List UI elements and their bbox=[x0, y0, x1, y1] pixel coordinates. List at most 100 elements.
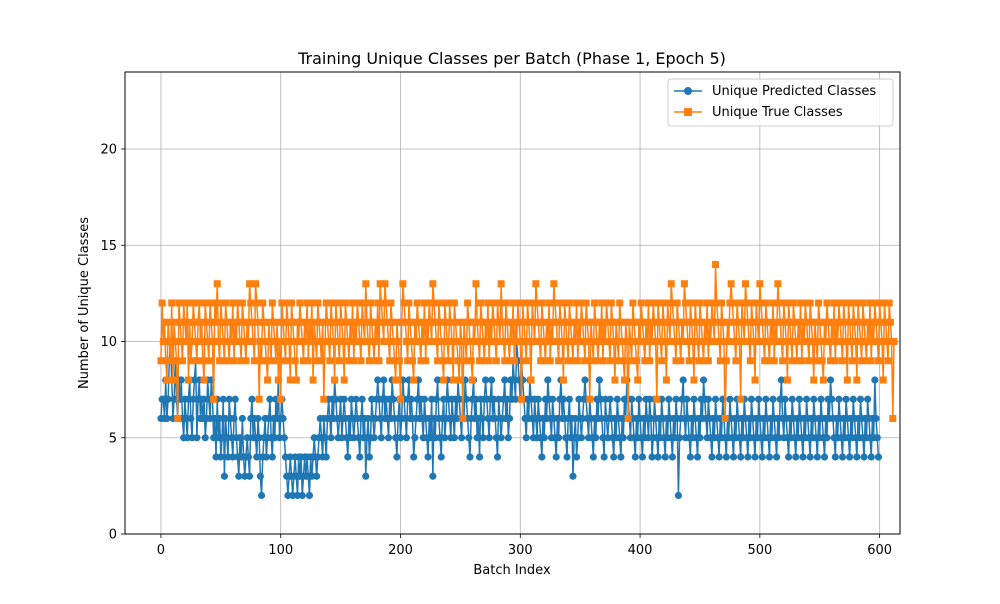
data-point bbox=[347, 338, 355, 345]
data-point bbox=[261, 338, 269, 345]
data-point bbox=[273, 318, 281, 326]
data-point bbox=[795, 338, 803, 345]
data-point bbox=[454, 357, 462, 365]
data-point bbox=[652, 338, 660, 345]
data-point bbox=[367, 299, 375, 307]
data-point bbox=[558, 338, 566, 345]
data-point bbox=[835, 395, 843, 403]
data-point bbox=[695, 357, 703, 365]
data-point bbox=[641, 357, 649, 365]
data-point bbox=[310, 318, 318, 326]
y-axis-ticks: 0 5 10 15 20 bbox=[100, 143, 125, 543]
data-point bbox=[266, 338, 274, 345]
data-point bbox=[661, 338, 669, 345]
data-point bbox=[505, 414, 514, 423]
data-point bbox=[370, 357, 378, 365]
data-point bbox=[792, 338, 800, 345]
data-point bbox=[213, 280, 221, 288]
data-point bbox=[511, 318, 519, 326]
data-point bbox=[225, 357, 233, 365]
data-point bbox=[574, 357, 582, 365]
data-point bbox=[193, 434, 201, 442]
data-point bbox=[592, 318, 600, 326]
data-point bbox=[549, 395, 557, 403]
data-point bbox=[815, 299, 823, 307]
data-point bbox=[792, 453, 800, 461]
data-point bbox=[762, 395, 770, 403]
data-point bbox=[678, 318, 686, 326]
data-point bbox=[362, 280, 370, 288]
data-point bbox=[292, 376, 300, 384]
data-point bbox=[484, 299, 492, 307]
data-point bbox=[884, 357, 892, 365]
data-point bbox=[561, 299, 569, 307]
data-point bbox=[449, 376, 457, 384]
data-point bbox=[828, 395, 836, 403]
data-point bbox=[849, 395, 857, 403]
data-point bbox=[482, 318, 490, 326]
data-point bbox=[798, 357, 806, 365]
data-point bbox=[481, 376, 490, 384]
data-point bbox=[236, 338, 244, 345]
data-point bbox=[836, 318, 844, 326]
data-point bbox=[738, 299, 746, 307]
data-point bbox=[726, 395, 734, 403]
x-tick-label: 100 bbox=[268, 543, 293, 558]
data-point bbox=[500, 338, 508, 345]
data-point bbox=[204, 338, 212, 345]
data-point bbox=[297, 318, 305, 326]
data-point bbox=[352, 338, 360, 345]
data-point bbox=[715, 338, 723, 345]
data-point bbox=[825, 338, 833, 345]
data-point bbox=[664, 299, 672, 307]
data-point bbox=[882, 318, 890, 326]
data-point bbox=[739, 318, 747, 326]
data-point bbox=[846, 318, 854, 326]
data-point bbox=[761, 357, 769, 365]
data-point bbox=[535, 338, 543, 345]
data-point bbox=[720, 338, 728, 345]
y-tick-label: 5 bbox=[109, 431, 117, 446]
data-point bbox=[434, 357, 442, 365]
data-point bbox=[417, 357, 425, 365]
data-point bbox=[503, 318, 511, 326]
data-point bbox=[464, 299, 472, 307]
data-point bbox=[192, 338, 200, 345]
data-point bbox=[332, 299, 340, 307]
data-point bbox=[486, 318, 494, 326]
data-point bbox=[446, 299, 454, 307]
data-point bbox=[206, 299, 214, 307]
data-point bbox=[588, 338, 596, 345]
data-point bbox=[806, 453, 814, 461]
data-point bbox=[539, 318, 547, 326]
data-point bbox=[873, 434, 881, 442]
data-point bbox=[389, 395, 397, 403]
data-point bbox=[498, 318, 506, 326]
data-point bbox=[508, 338, 516, 345]
data-point bbox=[340, 376, 348, 384]
data-point bbox=[624, 415, 632, 422]
data-point bbox=[327, 299, 335, 307]
data-point bbox=[872, 414, 880, 423]
data-point bbox=[161, 318, 169, 326]
data-point bbox=[744, 318, 752, 326]
data-point bbox=[311, 338, 319, 345]
data-point bbox=[163, 376, 171, 384]
data-point bbox=[384, 434, 393, 442]
data-point bbox=[604, 318, 612, 326]
data-point bbox=[356, 453, 364, 461]
data-point bbox=[527, 376, 535, 384]
data-point bbox=[416, 338, 424, 345]
data-point bbox=[880, 299, 888, 307]
data-point bbox=[194, 318, 202, 326]
data-point bbox=[356, 338, 364, 345]
data-point bbox=[438, 357, 446, 365]
data-point bbox=[341, 299, 349, 307]
data-point bbox=[423, 318, 431, 326]
data-point bbox=[749, 318, 757, 326]
data-point bbox=[837, 338, 845, 345]
data-point bbox=[541, 357, 549, 365]
data-point bbox=[414, 318, 422, 326]
data-point bbox=[586, 395, 594, 403]
data-point bbox=[768, 338, 776, 345]
